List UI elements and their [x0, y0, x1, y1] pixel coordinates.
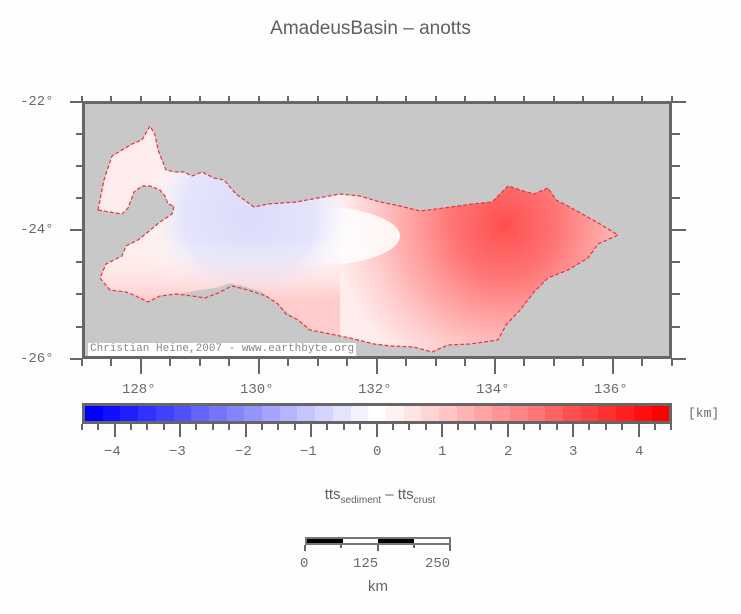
colorbar-tick-label: −3 [169, 444, 186, 460]
colorbar-tick-label: −2 [235, 444, 252, 460]
map-plot-area [82, 101, 672, 359]
colorbar [82, 403, 672, 424]
colorbar-tick-label: −4 [104, 444, 121, 460]
scale-tick-label: 250 [425, 556, 451, 572]
colorbar-label: ttssediment – ttscrust [0, 486, 741, 506]
x-tick-label: 134° [476, 382, 510, 398]
y-tick-label: -24° [20, 222, 54, 238]
colorbar-tick-label: 1 [438, 444, 447, 460]
credit-label: Christian Heine,2007 - www.earthbyte.org [88, 343, 357, 356]
colorbar-tick-label: 0 [373, 444, 382, 460]
x-tick-label: 136° [594, 382, 628, 398]
label-minus: – [381, 486, 398, 503]
y-tick-label: -22° [20, 94, 54, 110]
y-tick-label: -26° [20, 351, 54, 367]
label-sub-crust: crust [413, 495, 436, 506]
colorbar-unit: [km] [688, 406, 720, 421]
colorbar-tick-label: 2 [504, 444, 513, 460]
chart-title: AmadeusBasin – anotts [270, 18, 471, 39]
colorbar-tick-label: 4 [635, 444, 644, 460]
scale-tick-label: 0 [300, 556, 309, 572]
scale-tick-label: 125 [353, 556, 379, 572]
x-tick-label: 128° [122, 382, 156, 398]
x-tick-label: 130° [240, 382, 274, 398]
scale-unit: km [368, 578, 388, 595]
basin-heatmap [85, 104, 669, 356]
colorbar-tick-label: 3 [569, 444, 578, 460]
label-tts-2: tts [397, 486, 414, 503]
scale-bar [305, 537, 451, 545]
label-tts-1: tts [324, 486, 341, 503]
x-tick-label: 132° [358, 382, 392, 398]
label-sub-sediment: sediment [340, 495, 382, 506]
colorbar-tick-label: −1 [300, 444, 317, 460]
